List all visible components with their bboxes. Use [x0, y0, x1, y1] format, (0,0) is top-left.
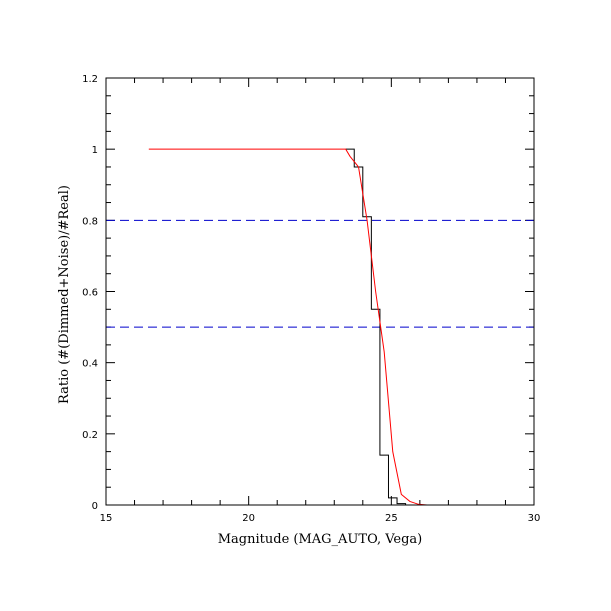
- x-tick-label: 30: [528, 513, 541, 524]
- x-axis-label: Magnitude (MAG_AUTO, Vega): [218, 532, 423, 547]
- plot-frame: [105, 77, 535, 506]
- y-tick-label: 0.6: [82, 288, 98, 299]
- x-tick-label: 20: [242, 513, 255, 524]
- reference-lines: [106, 219, 534, 328]
- x-tick-label: 15: [100, 513, 113, 524]
- y-tick-label: 0.4: [82, 359, 98, 370]
- y-tick-label: 1: [92, 145, 98, 156]
- x-tick-labels: 15 20 25 30: [100, 513, 541, 524]
- y-tick-labels: 0 0.2 0.4 0.6 0.8 1 1.2: [82, 74, 98, 512]
- y-axis-label: Ratio (#(Dimmed+Noise)/#Real): [57, 185, 72, 404]
- y-tick-label: 0.8: [82, 216, 98, 227]
- y-tick-label: 0.2: [82, 430, 98, 441]
- y-tick-label: 1.2: [82, 74, 98, 85]
- minor-ticks: [105, 77, 535, 506]
- x-tick-label: 25: [385, 513, 398, 524]
- y-tick-label: 0: [92, 501, 98, 512]
